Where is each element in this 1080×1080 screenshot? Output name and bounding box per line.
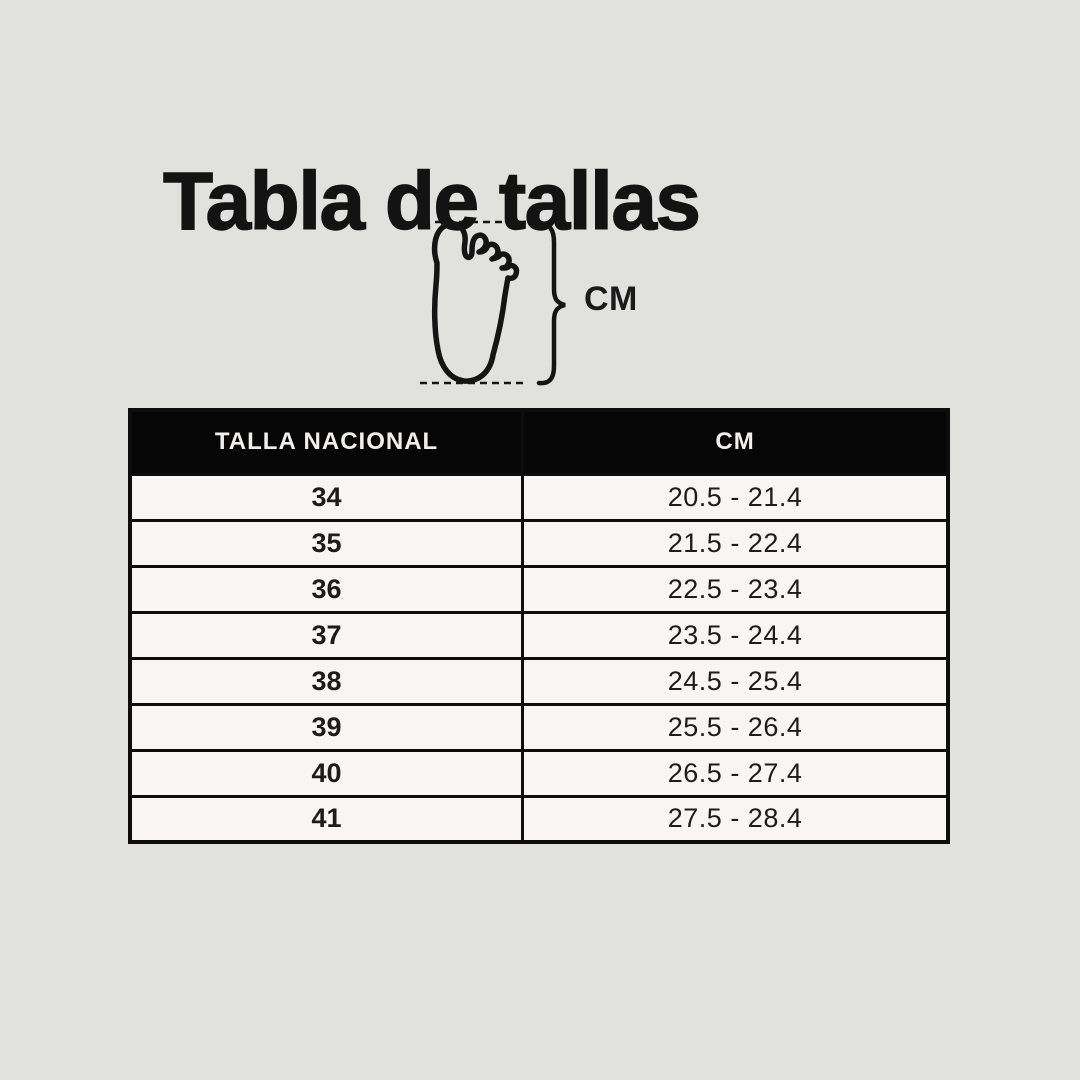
foot-measure-figure: CM	[415, 208, 665, 398]
table-header-row: TALLA NACIONAL CM	[128, 408, 950, 476]
size-cell: 39	[128, 702, 525, 752]
size-cell: 34	[128, 472, 525, 522]
table-row: 41 27.5 - 28.4	[128, 794, 950, 844]
table-row: 34 20.5 - 21.4	[128, 472, 950, 522]
size-cell: 38	[128, 656, 525, 706]
table-row: 38 24.5 - 25.4	[128, 656, 950, 706]
table-row: 40 26.5 - 27.4	[128, 748, 950, 798]
size-cell: 40	[128, 748, 525, 798]
footprint-outline-icon	[431, 221, 520, 384]
header-cm: CM	[521, 408, 950, 476]
size-table: TALLA NACIONAL CM 34 20.5 - 21.4 35 21.5…	[128, 408, 950, 844]
cm-cell: 20.5 - 21.4	[521, 472, 950, 522]
unit-label: CM	[584, 280, 638, 318]
footprint-measure-illustration	[420, 220, 566, 386]
cm-cell: 23.5 - 24.4	[521, 610, 950, 660]
table-row: 39 25.5 - 26.4	[128, 702, 950, 752]
cm-cell: 25.5 - 26.4	[521, 702, 950, 752]
cm-cell: 26.5 - 27.4	[521, 748, 950, 798]
page-title: Tabla de tallas	[162, 155, 701, 247]
table-row: 35 21.5 - 22.4	[128, 518, 950, 568]
size-cell: 36	[128, 564, 525, 614]
size-cell: 35	[128, 518, 525, 568]
size-cell: 37	[128, 610, 525, 660]
header-talla-nacional: TALLA NACIONAL	[128, 408, 525, 476]
cm-cell: 22.5 - 23.4	[521, 564, 950, 614]
table-row: 37 23.5 - 24.4	[128, 610, 950, 660]
cm-cell: 27.5 - 28.4	[521, 794, 950, 844]
cm-cell: 21.5 - 22.4	[521, 518, 950, 568]
size-cell: 41	[128, 794, 525, 844]
cm-cell: 24.5 - 25.4	[521, 656, 950, 706]
dashed-measure-lines-icon	[420, 220, 531, 385]
curly-brace-right-icon	[536, 220, 566, 386]
table-row: 36 22.5 - 23.4	[128, 564, 950, 614]
